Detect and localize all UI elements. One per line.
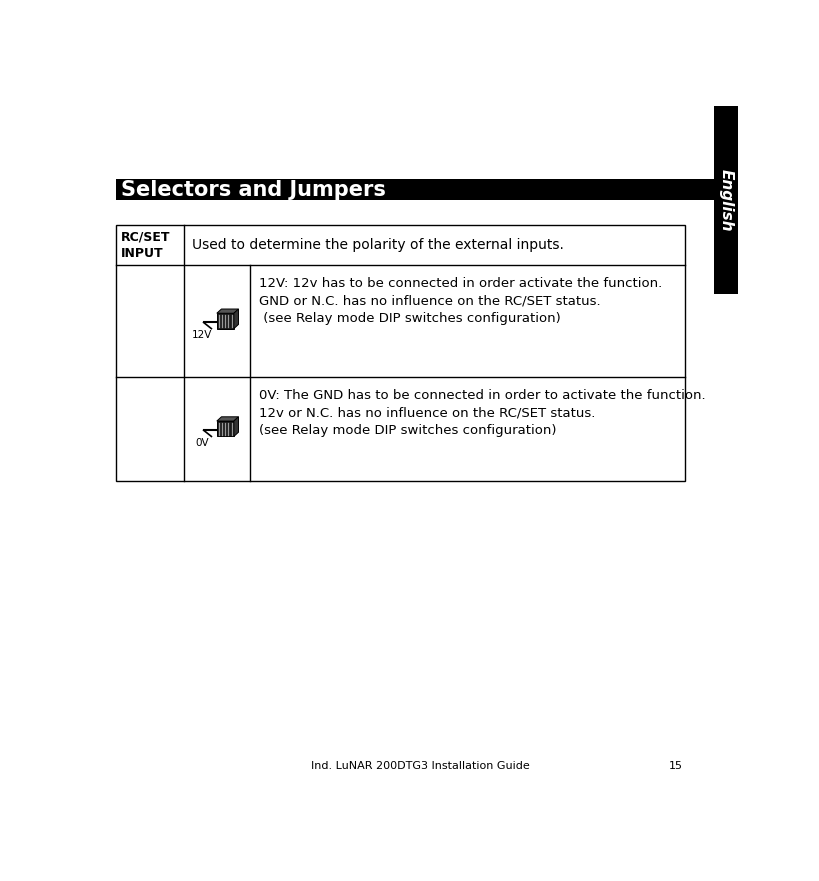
- Text: (see Relay mode DIP switches configuration): (see Relay mode DIP switches configurati…: [259, 312, 560, 325]
- Bar: [216, 314, 233, 329]
- Text: Ind. LuNAR 200DTG3 Installation Guide: Ind. LuNAR 200DTG3 Installation Guide: [310, 761, 529, 772]
- Text: 12V: 12V: [192, 330, 212, 340]
- Polygon shape: [233, 309, 238, 329]
- Bar: [116, 179, 713, 201]
- Polygon shape: [216, 309, 238, 314]
- Text: GND or N.C. has no influence on the RC/SET status.: GND or N.C. has no influence on the RC/S…: [259, 295, 600, 307]
- Bar: [216, 421, 233, 436]
- Text: Used to determine the polarity of the external inputs.: Used to determine the polarity of the ex…: [192, 238, 563, 252]
- Bar: [116, 225, 684, 481]
- Polygon shape: [233, 417, 238, 436]
- Text: 12V: 12v has to be connected in order activate the function.: 12V: 12v has to be connected in order ac…: [259, 278, 662, 291]
- Polygon shape: [216, 417, 238, 421]
- Bar: [713, 106, 737, 294]
- Text: English: English: [717, 169, 732, 232]
- Text: 0V: 0V: [195, 438, 209, 448]
- Text: 15: 15: [668, 761, 682, 772]
- Text: 12v or N.C. has no influence on the RC/SET status.: 12v or N.C. has no influence on the RC/S…: [259, 406, 595, 419]
- Text: RC/SET
INPUT: RC/SET INPUT: [121, 230, 170, 260]
- Text: (see Relay mode DIP switches configuration): (see Relay mode DIP switches configurati…: [259, 424, 556, 437]
- Text: 0V: The GND has to be connected in order to activate the function.: 0V: The GND has to be connected in order…: [259, 389, 705, 402]
- Text: Selectors and Jumpers: Selectors and Jumpers: [121, 180, 386, 200]
